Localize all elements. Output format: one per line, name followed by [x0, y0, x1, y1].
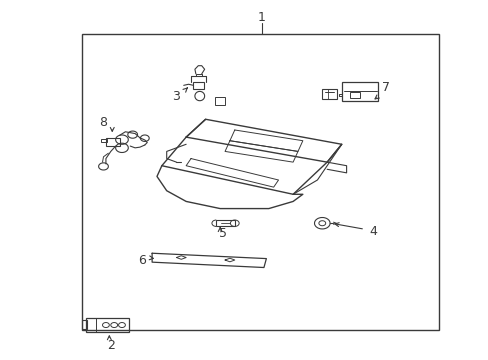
Bar [81, 320, 87, 329]
Bar [215, 97, 224, 105]
Text: 6: 6 [138, 254, 146, 267]
Bar [86, 318, 129, 332]
Bar [350, 93, 360, 98]
Text: 3: 3 [172, 90, 180, 103]
Text: 7: 7 [381, 81, 389, 94]
Text: 4: 4 [368, 225, 377, 238]
Bar [341, 82, 377, 102]
Text: 8: 8 [99, 116, 107, 129]
Text: 2: 2 [107, 338, 115, 351]
Text: 1: 1 [257, 11, 265, 24]
Bar [322, 89, 336, 99]
Bar [101, 139, 107, 143]
Bar [106, 138, 119, 146]
Bar [193, 82, 203, 89]
Text: 5: 5 [218, 227, 226, 240]
Bar [216, 220, 234, 226]
Bar [81, 33, 438, 330]
